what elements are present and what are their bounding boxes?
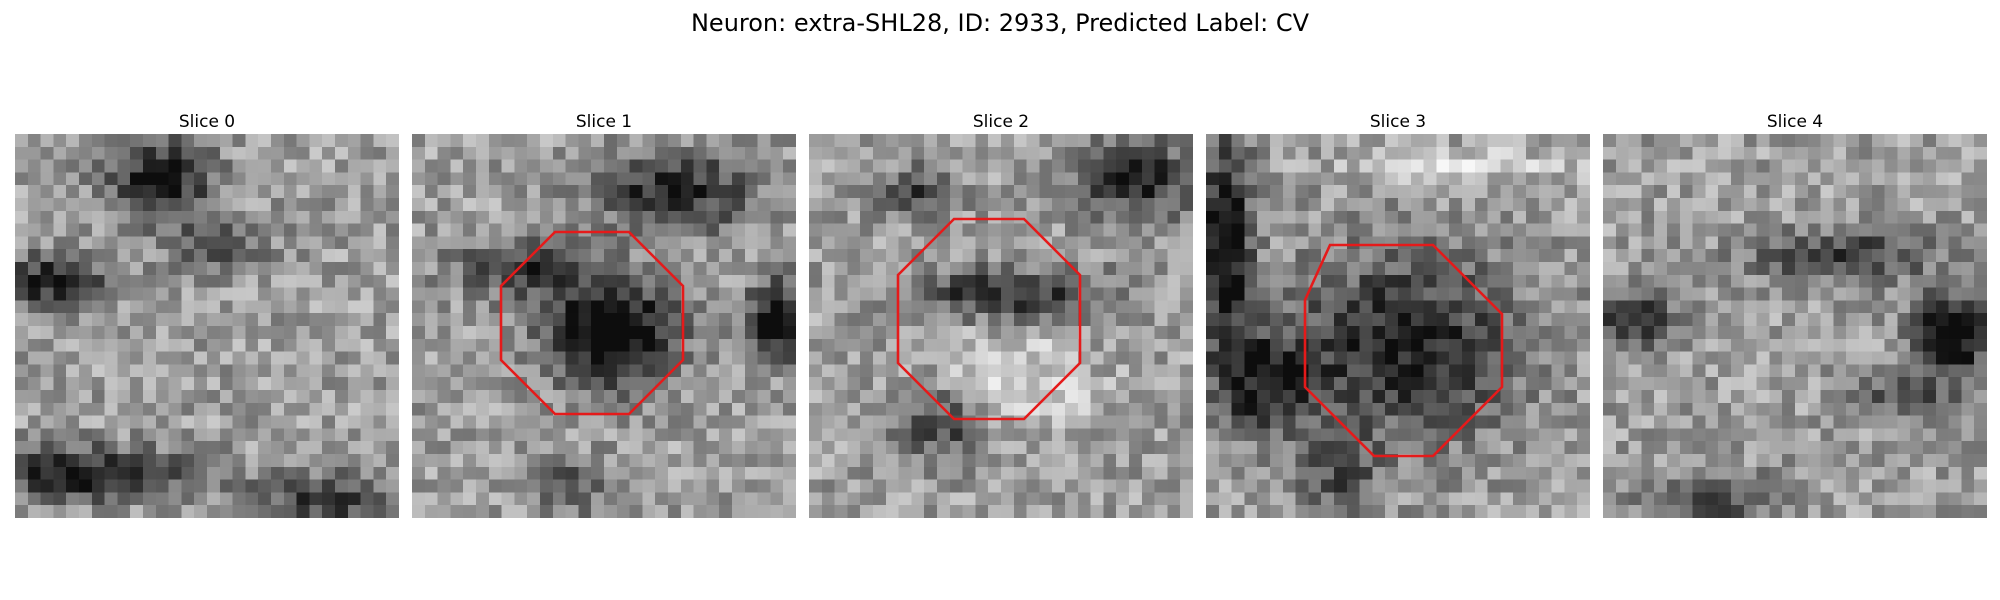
slice-title: Slice 1 [575, 112, 633, 132]
slice-pixels [809, 134, 1193, 518]
slice-title: Slice 4 [1766, 112, 1824, 132]
slice-title: Slice 3 [1369, 112, 1427, 132]
slice-image-4 [1603, 134, 1987, 518]
slice-image-2 [809, 134, 1193, 518]
figure-title: Neuron: extra-SHL28, ID: 2933, Predicted… [690, 9, 1310, 37]
roi-overlay [499, 230, 685, 416]
roi-overlay [896, 217, 1082, 421]
roi-octagon [896, 217, 1082, 421]
slice-title: Slice 2 [972, 112, 1030, 132]
roi-overlay [1303, 243, 1504, 458]
slice-panel-2: Slice 2 [809, 110, 1193, 518]
slice-panel-1: Slice 1 [412, 110, 796, 518]
roi-octagon [499, 230, 685, 416]
slice-panel-4: Slice 4 [1603, 110, 1987, 518]
slice-image-1 [412, 134, 796, 518]
slice-image-0 [15, 134, 399, 518]
slice-pixels [1206, 134, 1590, 518]
slice-image-3 [1206, 134, 1590, 518]
roi-overlay [1603, 134, 1987, 518]
slice-pixels [412, 134, 796, 518]
slice-pixels [1603, 134, 1987, 518]
slice-title: Slice 0 [178, 112, 236, 132]
slice-pixels [15, 134, 399, 518]
slice-panel-0: Slice 0 [15, 110, 399, 518]
roi-overlay [15, 134, 399, 518]
slice-panel-3: Slice 3 [1206, 110, 1590, 518]
roi-octagon [1303, 243, 1504, 458]
